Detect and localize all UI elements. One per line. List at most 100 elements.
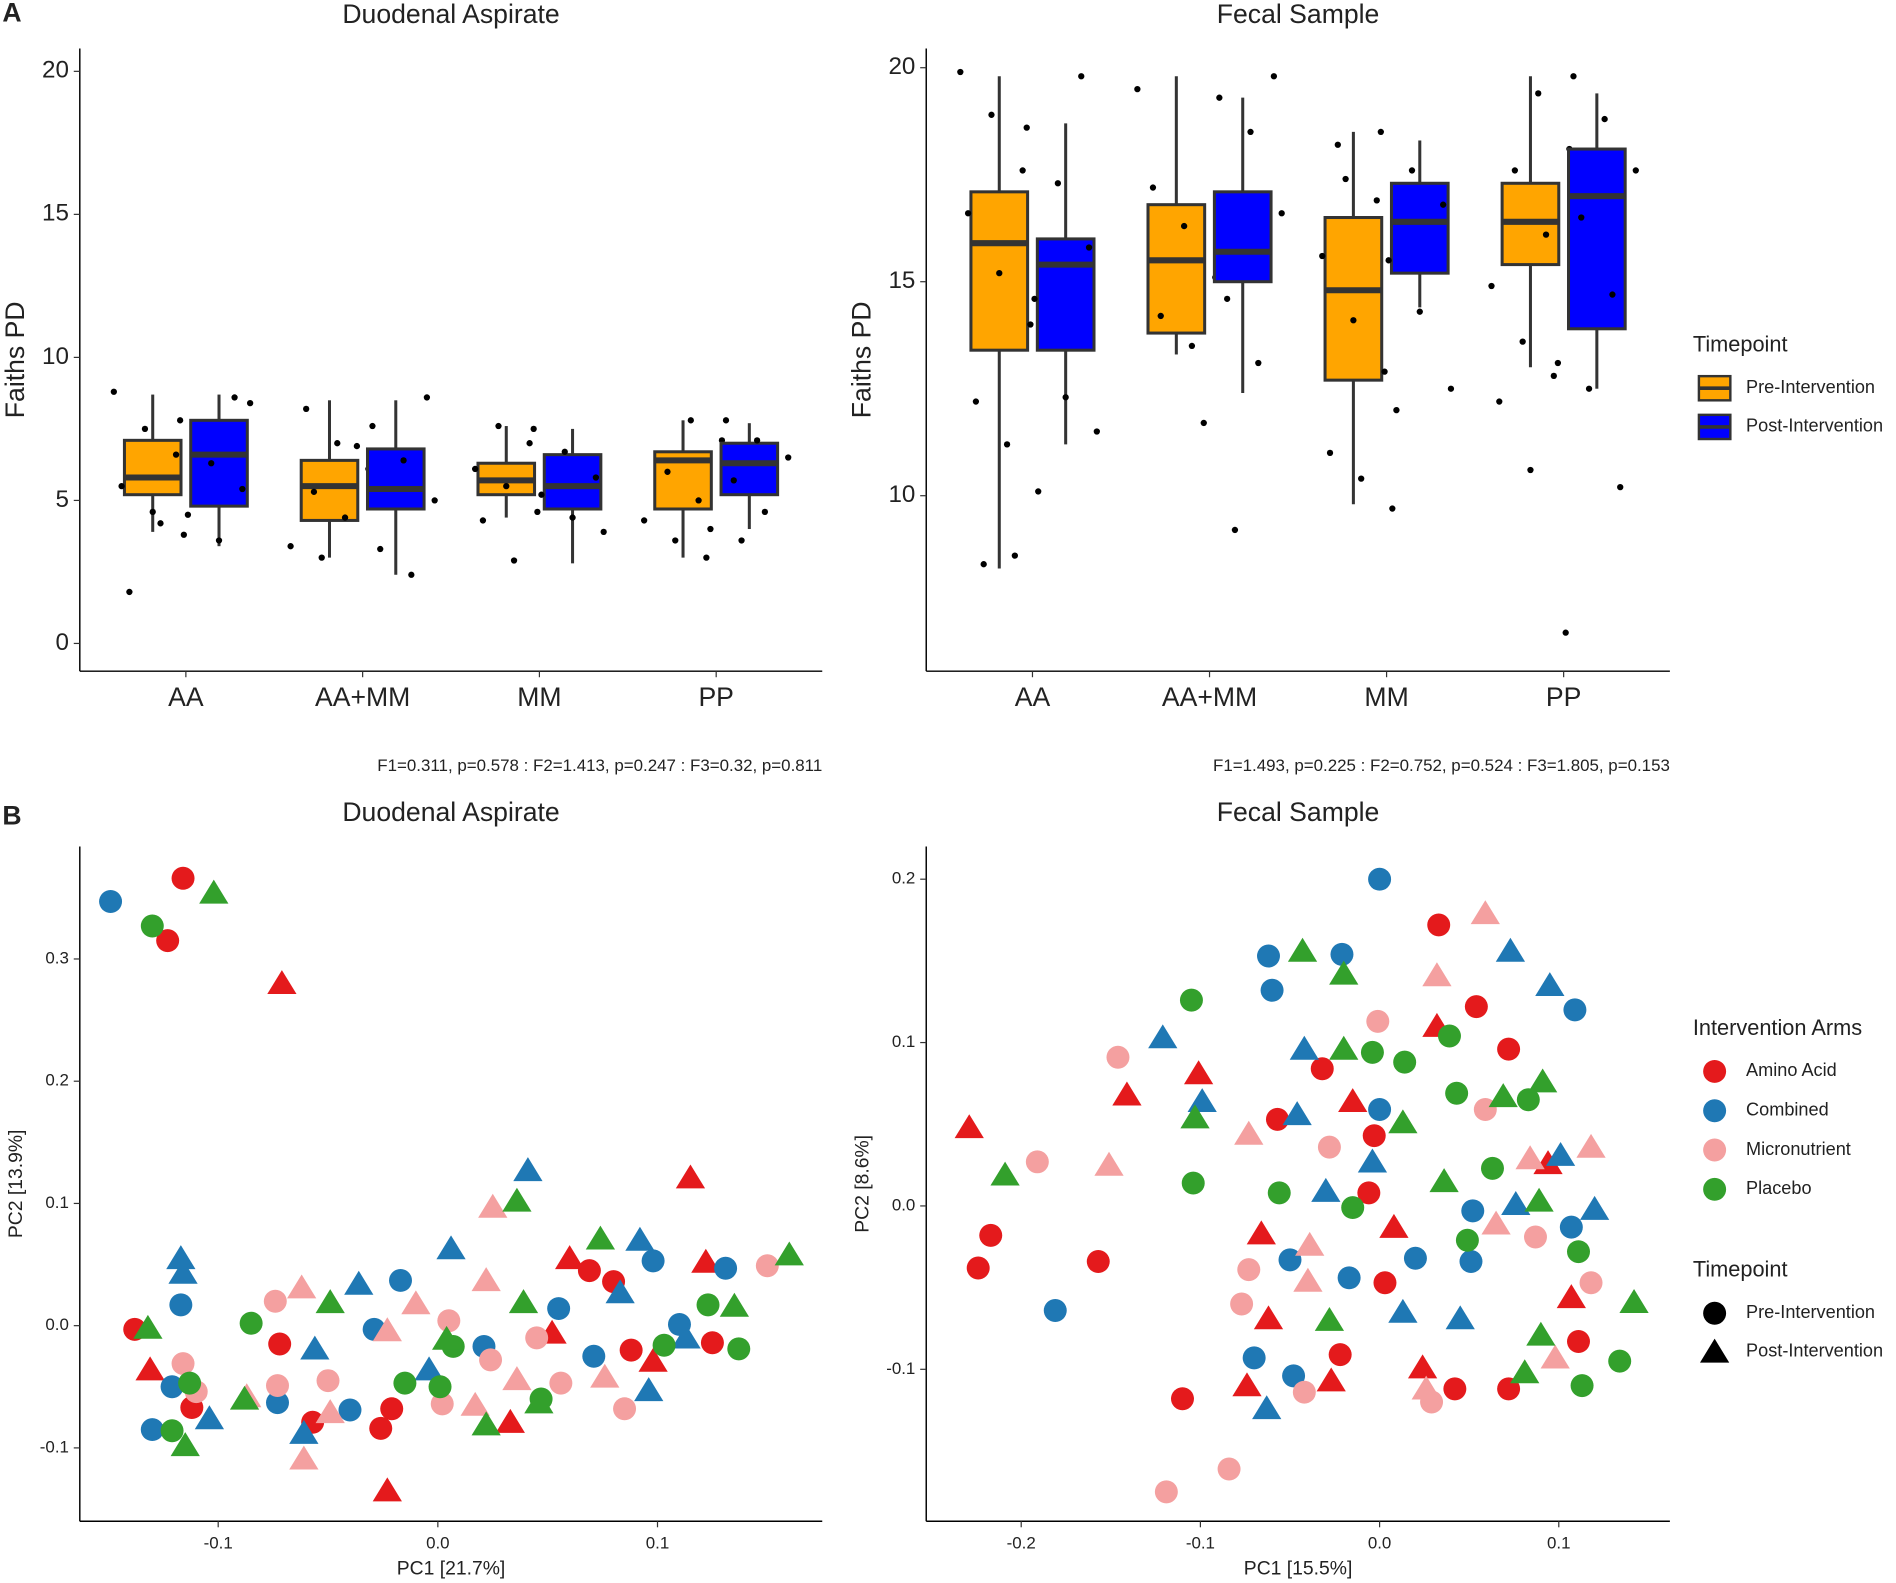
- y-tick-label: 10: [888, 481, 915, 508]
- point-post: [990, 1161, 1020, 1186]
- data-point: [592, 474, 600, 481]
- x-tick-label: MM: [517, 682, 561, 712]
- point-post: [1545, 1141, 1576, 1166]
- data-point: [1035, 488, 1042, 495]
- point-post: [1314, 1306, 1345, 1331]
- y-tick-label: 0.3: [45, 948, 69, 967]
- point-pre: [1328, 1343, 1352, 1367]
- annotation: F1=1.493, p=0.225 : F2=0.752, p=0.524 : …: [1213, 756, 1670, 775]
- point-pre: [1330, 942, 1354, 966]
- point-pre: [525, 1326, 549, 1350]
- legend-title: Timepoint: [1693, 1257, 1788, 1282]
- point-post: [585, 1225, 616, 1250]
- y-tick-label: 0.1: [45, 1193, 69, 1212]
- data-point: [1381, 368, 1388, 375]
- legend-label: Combined: [1746, 1100, 1829, 1120]
- point-pre: [582, 1344, 606, 1368]
- point-pre: [1393, 1050, 1417, 1074]
- data-point: [1062, 394, 1069, 401]
- chart-title: Fecal Sample: [1217, 797, 1380, 827]
- data-point: [1224, 295, 1231, 302]
- data-point: [1393, 406, 1400, 414]
- y-axis-label: Faiths PD: [846, 301, 876, 418]
- point-post: [1524, 1187, 1554, 1212]
- legend-label: Micronutrient: [1746, 1139, 1851, 1159]
- data-point: [1019, 167, 1026, 174]
- point-post: [168, 1259, 198, 1284]
- point-post: [315, 1399, 345, 1424]
- point-post: [1180, 1104, 1210, 1129]
- point-pre: [1154, 1480, 1178, 1504]
- data-point: [1157, 312, 1164, 320]
- legend-key: [1703, 1138, 1727, 1162]
- point-pre: [1265, 1107, 1289, 1131]
- box: [365, 447, 426, 511]
- data-point: [1488, 282, 1495, 290]
- point-post: [289, 1419, 319, 1444]
- point-pre: [369, 1416, 393, 1440]
- data-point: [1216, 94, 1223, 101]
- point-post: [436, 1235, 466, 1260]
- data-point: [1440, 201, 1447, 208]
- data-point: [1342, 175, 1349, 183]
- point-post: [1379, 1213, 1409, 1238]
- point-pre: [1567, 1240, 1590, 1264]
- y-tick-label: 0.2: [892, 869, 916, 888]
- point-post: [625, 1226, 655, 1251]
- point-post: [1338, 1088, 1368, 1113]
- point-pre: [577, 1259, 601, 1283]
- data-point: [530, 425, 537, 433]
- point-post: [1411, 1375, 1441, 1400]
- data-point: [1031, 295, 1038, 302]
- data-point: [641, 517, 648, 524]
- point-pre: [1230, 1292, 1254, 1316]
- data-point: [510, 557, 518, 564]
- point-post: [1429, 1168, 1459, 1193]
- data-point: [1447, 385, 1455, 392]
- point-pre: [1368, 867, 1392, 891]
- legend-title: Timepoint: [1693, 332, 1788, 357]
- data-point: [377, 545, 384, 553]
- legend-key: [1703, 1099, 1727, 1123]
- point-pre: [1567, 1330, 1590, 1354]
- point-post: [1287, 937, 1318, 962]
- point-pre: [1362, 1124, 1386, 1148]
- data-point: [287, 543, 294, 550]
- data-point: [110, 388, 117, 395]
- data-point: [1496, 398, 1503, 405]
- point-pre: [1025, 1150, 1049, 1174]
- point-post: [432, 1325, 462, 1350]
- point-pre: [1310, 1057, 1334, 1081]
- data-point: [1373, 197, 1380, 204]
- point-post: [1481, 1210, 1511, 1235]
- y-tick-label: 0.0: [45, 1315, 69, 1334]
- point-post: [1619, 1289, 1649, 1313]
- legend-label: Pre-Intervention: [1746, 377, 1875, 397]
- box: [1567, 147, 1627, 331]
- point-pre: [1443, 1377, 1467, 1401]
- x-axis-label: PC1 [15.5%]: [1244, 1558, 1353, 1580]
- point-post: [267, 970, 297, 995]
- data-point: [408, 571, 415, 578]
- data-point: [341, 514, 349, 521]
- point-pre: [1516, 1088, 1540, 1112]
- box: [122, 438, 183, 497]
- data-point: [1278, 210, 1285, 217]
- data-point: [1134, 85, 1141, 93]
- point-pre: [1282, 1364, 1306, 1388]
- y-tick-label: 10: [42, 343, 69, 370]
- box: [1389, 181, 1450, 275]
- point-pre: [979, 1223, 1003, 1247]
- data-point: [1542, 231, 1550, 238]
- point-pre: [1464, 995, 1488, 1019]
- point-pre: [547, 1297, 571, 1321]
- point-post: [1556, 1284, 1586, 1309]
- point-post: [508, 1289, 539, 1314]
- legend-key: [1703, 1301, 1727, 1325]
- point-post: [524, 1389, 554, 1414]
- point-pre: [1403, 1246, 1427, 1270]
- y-axis-label: Faiths PD: [0, 301, 30, 418]
- data-point: [423, 394, 431, 401]
- point-post: [1246, 1220, 1276, 1245]
- point-pre: [1524, 1225, 1547, 1249]
